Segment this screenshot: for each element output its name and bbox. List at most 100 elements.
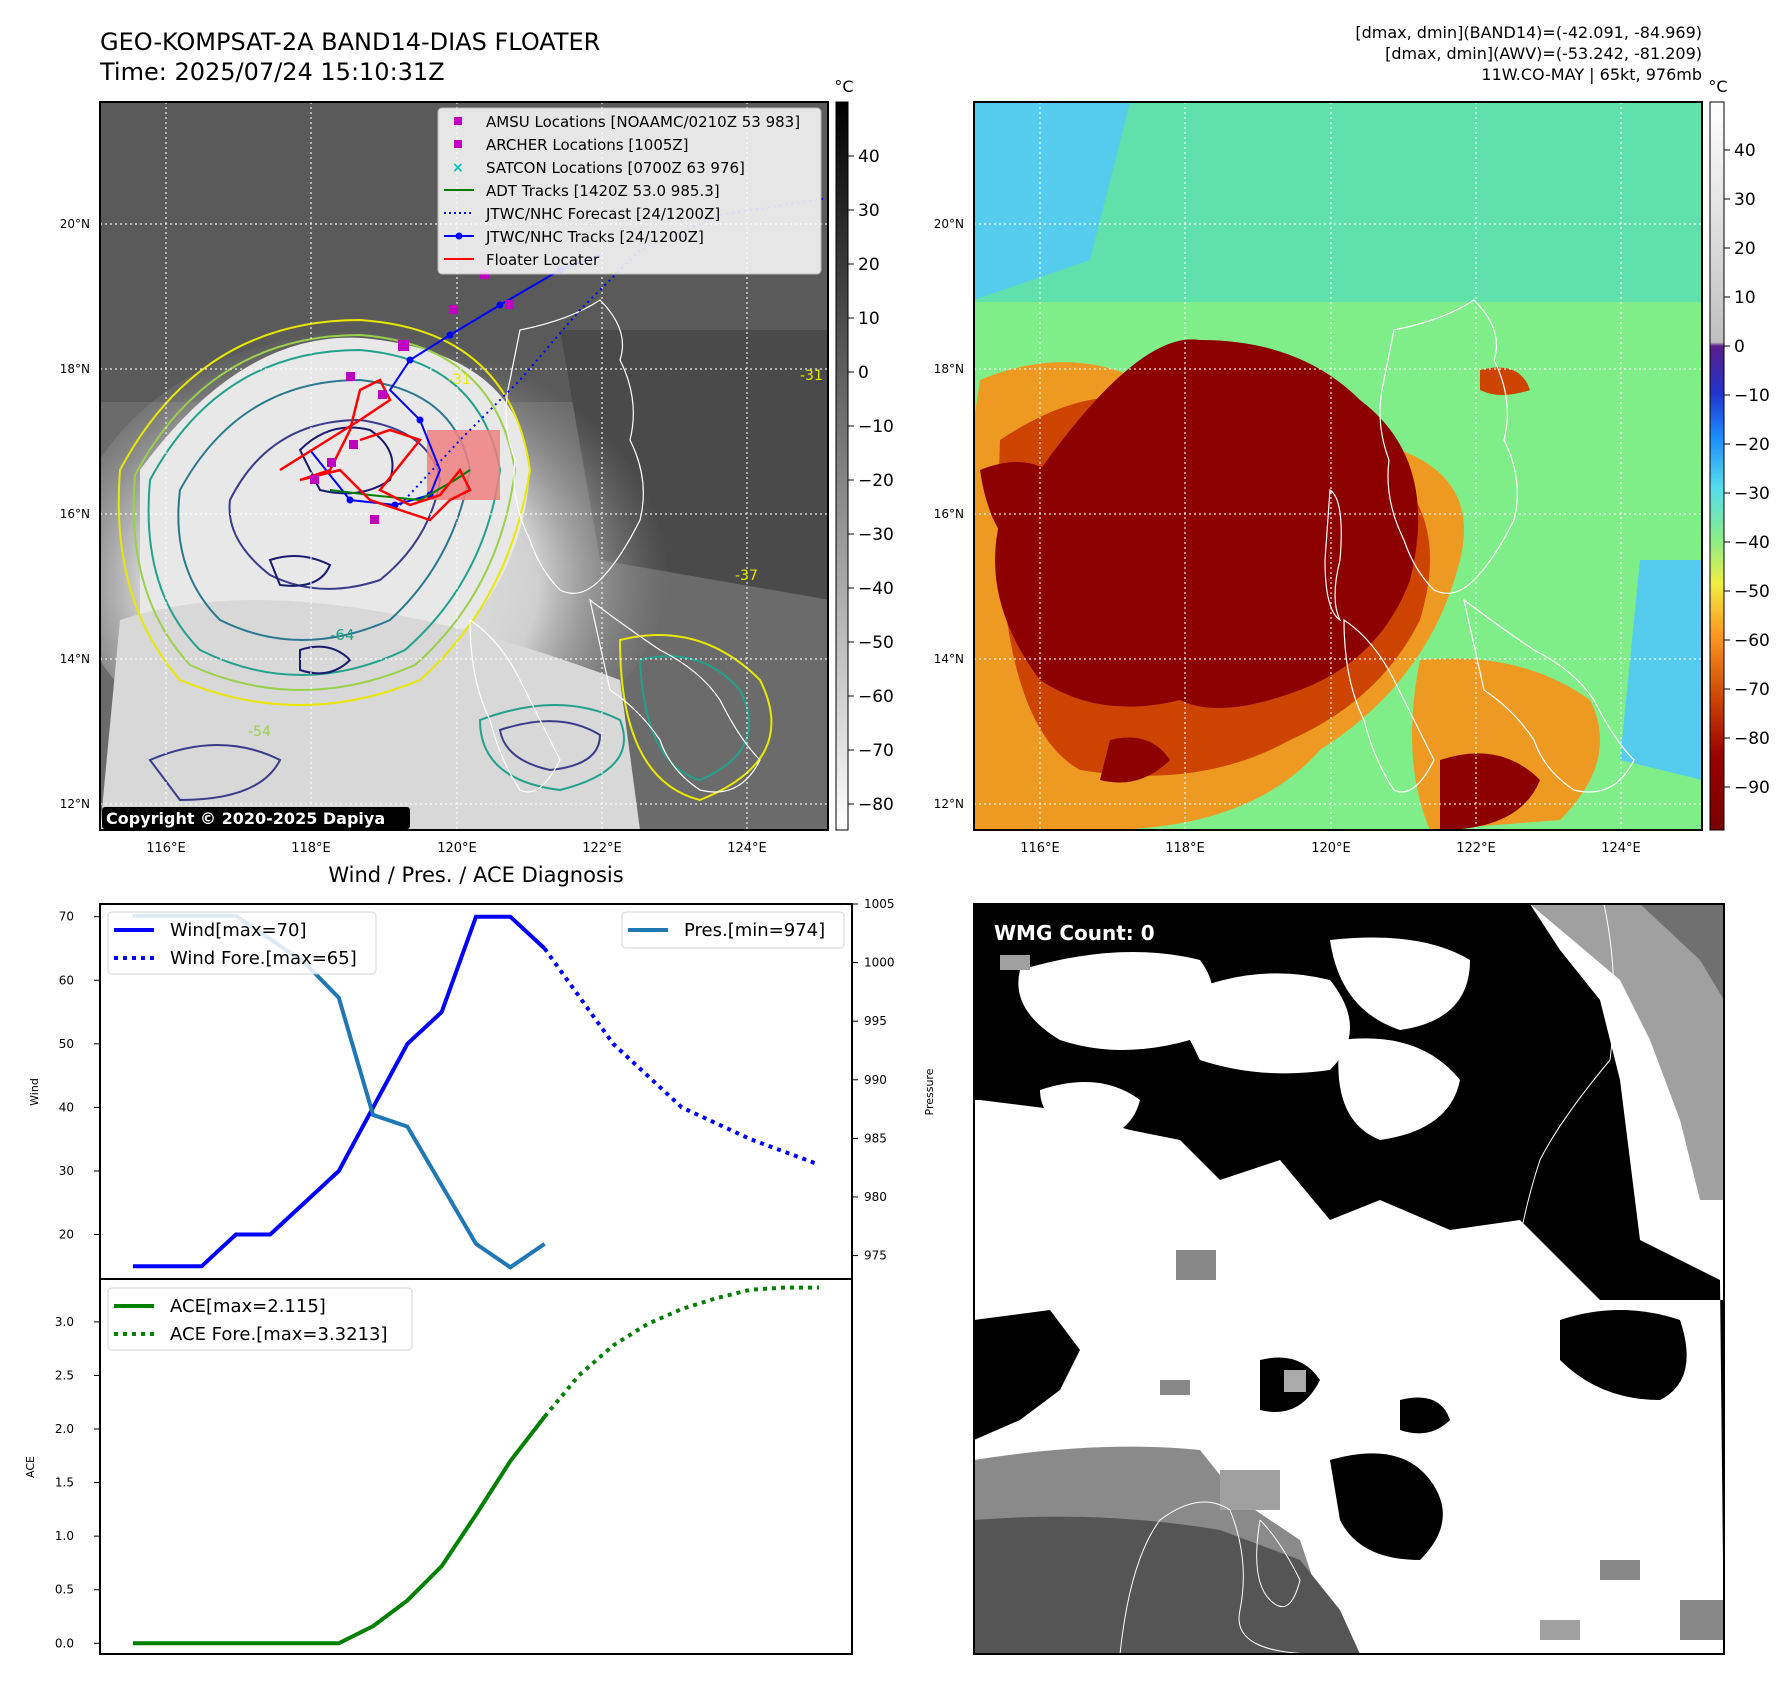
figure-time: Time: 2025/07/24 15:10:31Z — [99, 58, 445, 86]
color-colorbar: °C 40 30 20 10 0 −10 −20 −30 −40 −50 −60 −70 −80 −90 — [1708, 77, 1770, 831]
copyright-text: Copyright © 2020-2025 Dapiya — [106, 809, 385, 828]
contour-label: -31 — [800, 368, 823, 384]
ace-tick-label: 1.5 — [55, 1476, 74, 1490]
lon-label: 122°E — [582, 841, 622, 856]
legend-wind-fore: Wind Fore.[max=65] — [170, 948, 357, 969]
ace-tick-label: 0.0 — [55, 1636, 74, 1650]
diag-title: Wind / Pres. / ACE Diagnosis — [328, 863, 623, 887]
colorbar-tick-label: −60 — [1734, 631, 1770, 651]
ace-tick-label: 3.0 — [55, 1315, 74, 1329]
colorbar-tick-label: −70 — [1734, 680, 1770, 700]
pressure-tick-label: 975 — [864, 1249, 887, 1263]
colorbar-tick-label: −30 — [858, 525, 894, 545]
colorbar-ticks: 40 30 20 10 0 −10 −20 −30 −40 −50 −60 −70 −80 — [848, 147, 894, 815]
lon-label: 118°E — [291, 841, 331, 856]
pressure-tick-label: 990 — [864, 1073, 887, 1087]
colorbar-tick-label: 10 — [858, 309, 880, 329]
ace-legend: ACE[max=2.115] ACE Fore.[max=3.3213] — [107, 1287, 413, 1351]
pressure-tick-label: 985 — [864, 1131, 887, 1145]
legend-jtwc-forecast: JTWC/NHC Forecast [24/1200Z] — [485, 205, 720, 223]
lat-label: 20°N — [934, 217, 964, 231]
legend-ace: ACE[max=2.115] — [170, 1296, 326, 1317]
pressure-tick-label: 1005 — [864, 897, 895, 911]
stats-band14: [dmax, dmin](BAND14)=(-42.091, -84.969) — [1355, 23, 1702, 42]
colorbar-tick-label: −70 — [858, 741, 894, 761]
pressure-tick-label: 1000 — [864, 956, 895, 970]
ace-observed-line — [133, 1415, 547, 1646]
wind-tick-label: 20 — [59, 1228, 74, 1242]
svg-text:×: × — [452, 160, 464, 176]
colorbar-tick-label: −20 — [1734, 435, 1770, 455]
pressure-ylabel: Pressure — [923, 1068, 936, 1115]
lat-label: 12°N — [60, 797, 90, 811]
legend-ace-fore: ACE Fore.[max=3.3213] — [170, 1324, 388, 1345]
contour-label: -54 — [248, 724, 271, 740]
jtwc-observed-track — [309, 254, 601, 507]
wind-tick-label: 70 — [59, 910, 74, 924]
colorbar-tick-label: −40 — [858, 579, 894, 599]
colorbar-unit: °C — [1708, 77, 1727, 96]
legend-jtwc-tracks: JTWC/NHC Tracks [24/1200Z] — [485, 228, 704, 246]
lat-label: 18°N — [934, 362, 964, 376]
pressure-legend: Pres.[min=974] — [621, 911, 845, 949]
pressure-tick-label: 980 — [864, 1190, 887, 1204]
lon-label: 122°E — [1456, 841, 1496, 856]
colorbar-tick-label: 30 — [858, 201, 880, 221]
wind-observed-line — [133, 914, 546, 1269]
colorbar-tick-label: 20 — [858, 255, 880, 275]
wind-tick-label: 30 — [59, 1164, 74, 1178]
pressure-tick-label: 995 — [864, 1014, 887, 1028]
ace-forecast-line — [543, 1285, 819, 1418]
colorbar-tick-label: −60 — [858, 687, 894, 707]
storm-info: 11W.CO-MAY | 65kt, 976mb — [1481, 65, 1702, 84]
wmg-count: WMG Count: 0 — [994, 921, 1155, 945]
jtwc-forecast-track — [399, 197, 828, 506]
colorbar-tick-label: −50 — [1734, 582, 1770, 602]
colorbar-tick-label: −80 — [858, 795, 894, 815]
lat-label: 14°N — [60, 652, 90, 666]
colorbar-tick-label: 10 — [1734, 288, 1756, 308]
legend-archer: ARCHER Locations [1005Z] — [486, 136, 689, 154]
lat-label: 18°N — [60, 362, 90, 376]
colorbar-tick-label: 20 — [1734, 239, 1756, 259]
copyright-box — [102, 807, 410, 829]
colorbar-tick-label: −10 — [858, 417, 894, 437]
legend-adt: ADT Tracks [1420Z 53.0 985.3] — [486, 182, 720, 200]
legend-wind: Wind[max=70] — [170, 920, 307, 941]
ace-tick-label: 2.0 — [55, 1422, 74, 1436]
colorbar-tick-label: 40 — [1734, 141, 1756, 161]
lon-label: 124°E — [727, 841, 767, 856]
wind-tick-label: 50 — [59, 1037, 74, 1051]
colorbar-tick-label: 30 — [1734, 190, 1756, 210]
wind-legend: Wind[max=70] Wind Fore.[max=65] — [107, 911, 377, 975]
ace-tick-label: 0.5 — [55, 1583, 74, 1597]
contour-label: -37 — [735, 568, 758, 584]
colorbar-tick-label: −20 — [858, 471, 894, 491]
lat-label: 16°N — [60, 507, 90, 521]
grayscale-colorbar: °C 40 30 20 10 0 −10 −20 −30 −40 −50 −60 −70 −80 — [834, 77, 894, 831]
ir-grayscale-map: -64 -54 -31 -31 -37 — [60, 101, 829, 856]
colorbar-tick-label: −80 — [1734, 729, 1770, 749]
map-legend: AMSU Locations [NOAAMC/0210Z 53 983] ARC… — [437, 107, 822, 275]
wind-pressure-axes: Wind Pressure 70 60 50 40 30 20 1005 1000 995 99… — [28, 897, 936, 1280]
adt-track — [329, 469, 471, 502]
wind-tick-label: 60 — [59, 973, 74, 987]
ace-tick-label: 1.0 — [55, 1529, 74, 1543]
lat-label: 14°N — [934, 652, 964, 666]
colorbar-unit: °C — [834, 77, 853, 96]
colorbar-tick-label: −90 — [1734, 778, 1770, 798]
wind-forecast-line — [542, 947, 820, 1167]
contour-label: -64 — [330, 626, 355, 644]
colorbar-tick-label: 0 — [858, 363, 869, 383]
wind-ylabel: Wind — [28, 1078, 41, 1106]
legend-amsu: AMSU Locations [NOAAMC/0210Z 53 983] — [486, 113, 800, 131]
lon-label: 124°E — [1601, 841, 1641, 856]
colorbar-tick-label: 40 — [858, 147, 880, 167]
figure-title: GEO-KOMPSAT-2A BAND14-DIAS FLOATER — [100, 28, 600, 56]
colorbar-tick-label: 0 — [1734, 337, 1745, 357]
lat-label: 20°N — [60, 217, 90, 231]
lon-label: 120°E — [437, 841, 477, 856]
legend-satcon: SATCON Locations [0700Z 63 976] — [486, 159, 745, 177]
colorbar-tick-label: −30 — [1734, 484, 1770, 504]
